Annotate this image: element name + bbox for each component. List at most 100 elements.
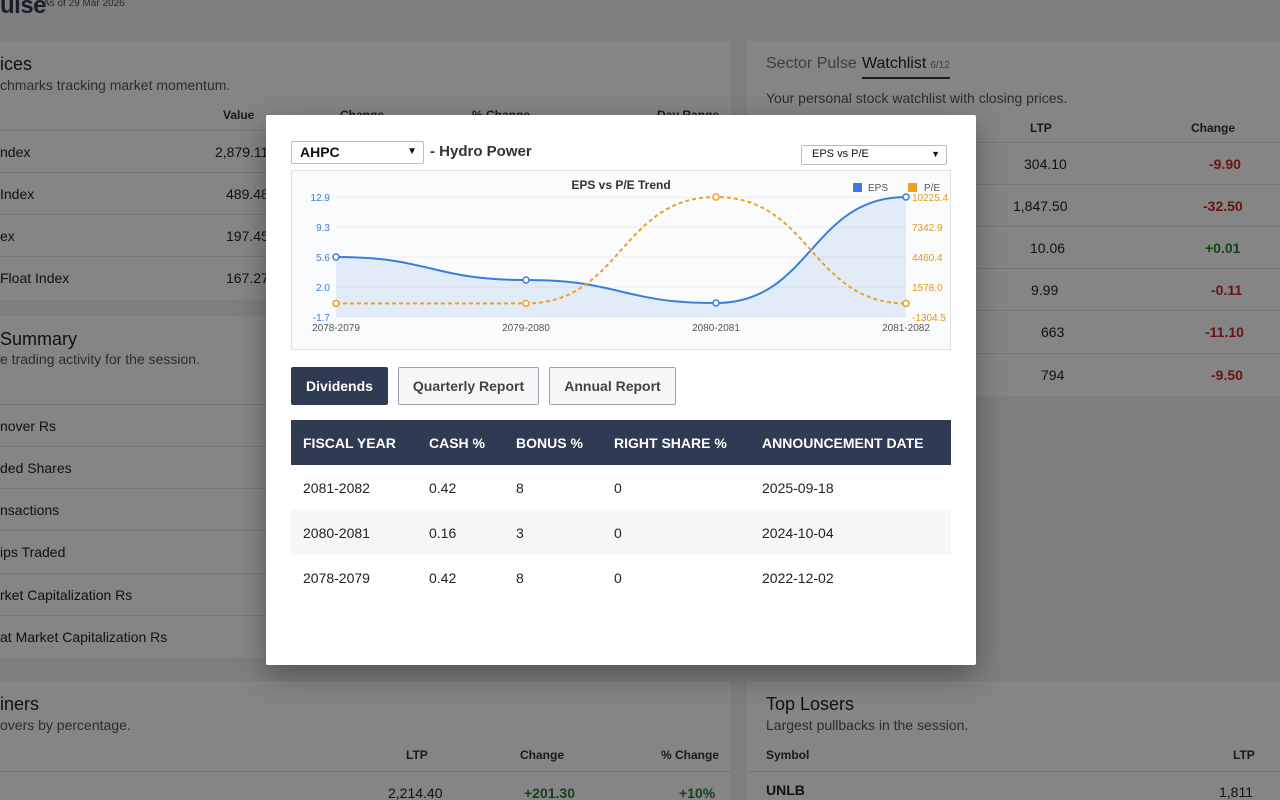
col-pct-change: % Change	[661, 748, 720, 762]
cell-announcement-date: 2024-10-04	[762, 525, 834, 541]
watch-ltp: 9.99	[1031, 282, 1059, 298]
chart-legend: EPS P/E	[853, 183, 940, 194]
cell-right-share: 0	[614, 570, 622, 586]
index-value: 2,879.11	[215, 144, 269, 160]
eps-point	[902, 193, 910, 201]
legend-eps-swatch	[853, 183, 862, 192]
x-tick-label: 2081-2082	[882, 323, 930, 334]
tab-annual-report[interactable]: Annual Report	[549, 367, 676, 405]
watchlist-row[interactable]: 9.99 -0.11	[747, 268, 1280, 310]
chart-svg: EPS vs P/E Trend EPS P/E 12.9 10225.4 9.3 7…	[311, 178, 949, 334]
eps-point	[522, 276, 530, 284]
brand-logo: ulse	[0, 0, 47, 19]
watch-change: -9.50	[1211, 367, 1243, 383]
pe-point	[522, 299, 530, 308]
cell-bonus: 8	[516, 480, 524, 496]
watch-ltp: 304.10	[1024, 156, 1067, 172]
eps-area	[336, 197, 906, 317]
col-ltp: LTP	[406, 748, 428, 762]
pe-line	[336, 195, 907, 305]
watchlist-row[interactable]: 304.10 -9.90	[747, 142, 1280, 184]
col-right-share-pct[interactable]: RIGHT SHARE %	[614, 435, 727, 451]
y-left-tick-label: -1.7	[313, 313, 331, 324]
summary-label: rket Capitalization Rs	[0, 587, 133, 603]
index-value: 167.27	[226, 270, 269, 286]
tab-dividends[interactable]: Dividends	[291, 367, 388, 405]
summary-label: at Market Capitalization Rs	[0, 629, 168, 645]
index-name: Float Index	[0, 270, 70, 286]
watch-ltp: 794	[1041, 367, 1065, 383]
y-left-tick-label: 2.0	[316, 283, 330, 294]
eps-pe-chart: EPS vs P/E Trend EPS P/E 12.9 10225.4 9.3 7…	[291, 170, 951, 350]
col-bonus-pct[interactable]: BONUS %	[516, 435, 583, 451]
index-value: 489.48	[226, 186, 269, 202]
tab-watchlist[interactable]: Watchlist 6/12	[862, 55, 950, 79]
gainer-row[interactable]: 2,214.40 +201.30 +10%	[0, 771, 731, 800]
gainer-ltp: 2,214.40	[388, 785, 443, 800]
cell-right-share: 0	[614, 525, 622, 541]
table-row: 2078-2079 0.42 8 0 2022-12-02	[291, 555, 951, 600]
watchlist-row[interactable]: 10.06 +0.01	[747, 226, 1280, 268]
table-row: 2080-2081 0.16 3 0 2024-10-04	[291, 510, 951, 555]
summary-title: Summary	[0, 329, 78, 349]
tab-sector-pulse[interactable]: Sector Pulse	[766, 55, 857, 72]
summary-label: ips Traded	[0, 544, 66, 560]
cell-cash: 0.42	[429, 570, 457, 586]
eps-point	[332, 253, 340, 261]
losers-subtitle: Largest pullbacks in the session.	[766, 717, 969, 733]
x-tick-label: 2078-2079	[312, 323, 360, 334]
legend-pe-swatch	[908, 183, 917, 192]
gainer-change: +201.30	[524, 785, 575, 800]
watch-ltp: 1,847.50	[1013, 198, 1068, 214]
summary-label: nover Rs	[0, 418, 57, 434]
cell-fiscal-year: 2080-2081	[303, 525, 370, 541]
col-cash-pct[interactable]: CASH %	[429, 435, 486, 451]
eps-point	[712, 299, 720, 307]
indices-subtitle: chmarks tracking market momentum.	[0, 77, 231, 93]
losers-title: Top Losers	[766, 694, 855, 714]
losers-card: Top Losers Largest pullbacks in the sess…	[747, 681, 1280, 800]
gainers-card: iners overs by percentage. LTP Change % …	[0, 681, 731, 800]
loser-symbol: UNLB	[766, 782, 805, 798]
watchlist-row[interactable]: 794 -9.50	[747, 353, 1280, 395]
cell-fiscal-year: 2078-2079	[303, 570, 370, 586]
cell-announcement-date: 2022-12-02	[762, 570, 834, 586]
y-right-tick-label: 10225.4	[912, 193, 949, 204]
gainers-subtitle: overs by percentage.	[0, 717, 131, 733]
stock-select-value: AHPC	[300, 144, 340, 160]
chart-type-select[interactable]: EPS vs P/E ▼	[801, 145, 947, 165]
loser-row[interactable]: UNLB 1,811	[747, 771, 1280, 800]
summary-subtitle: e trading activity for the session.	[0, 351, 200, 367]
pe-point	[902, 299, 910, 308]
sector-label: - Hydro Power	[430, 143, 532, 160]
y-right-tick-label: 4460.4	[912, 253, 943, 264]
dividends-table: FISCAL YEAR CASH % BONUS % RIGHT SHARE %…	[291, 420, 951, 600]
stock-select[interactable]: AHPC ▼	[291, 141, 424, 164]
gainer-pct: +10%	[679, 785, 716, 800]
col-ltp: LTP	[1030, 121, 1052, 135]
cell-right-share: 0	[614, 480, 622, 496]
summary-label: nsactions	[0, 502, 60, 518]
index-name: ex	[0, 228, 15, 244]
legend-eps-label: EPS	[868, 183, 888, 194]
stock-detail-modal: AHPC ▼ - Hydro Power EPS vs P/E ▼ EPS vs…	[266, 115, 976, 665]
cell-cash: 0.16	[429, 525, 457, 541]
watch-change: -0.11	[1211, 282, 1243, 298]
cell-cash: 0.42	[429, 480, 457, 496]
watchlist-row[interactable]: 1,847.50 -32.50	[747, 184, 1280, 226]
y-left-tick-label: 9.3	[316, 223, 330, 234]
cell-bonus: 3	[516, 525, 524, 541]
chart-type-value: EPS vs P/E	[812, 148, 869, 160]
tab-quarterly-report[interactable]: Quarterly Report	[398, 367, 539, 405]
watchlist-count: 6/12	[930, 60, 950, 71]
watch-ltp: 663	[1041, 324, 1065, 340]
col-symbol: Symbol	[766, 748, 810, 762]
watch-change: -11.10	[1205, 324, 1244, 340]
watchlist-subtitle: Your personal stock watchlist with closi…	[766, 90, 1068, 106]
col-fiscal-year[interactable]: FISCAL YEAR	[303, 435, 396, 451]
loser-ltp: 1,811	[1219, 784, 1253, 800]
watchlist-row[interactable]: 663 -11.10	[747, 310, 1280, 352]
watch-change: -32.50	[1203, 198, 1243, 214]
watch-change: +0.01	[1205, 240, 1241, 256]
col-announcement-date[interactable]: ANNOUNCEMENT DATE	[762, 435, 924, 451]
